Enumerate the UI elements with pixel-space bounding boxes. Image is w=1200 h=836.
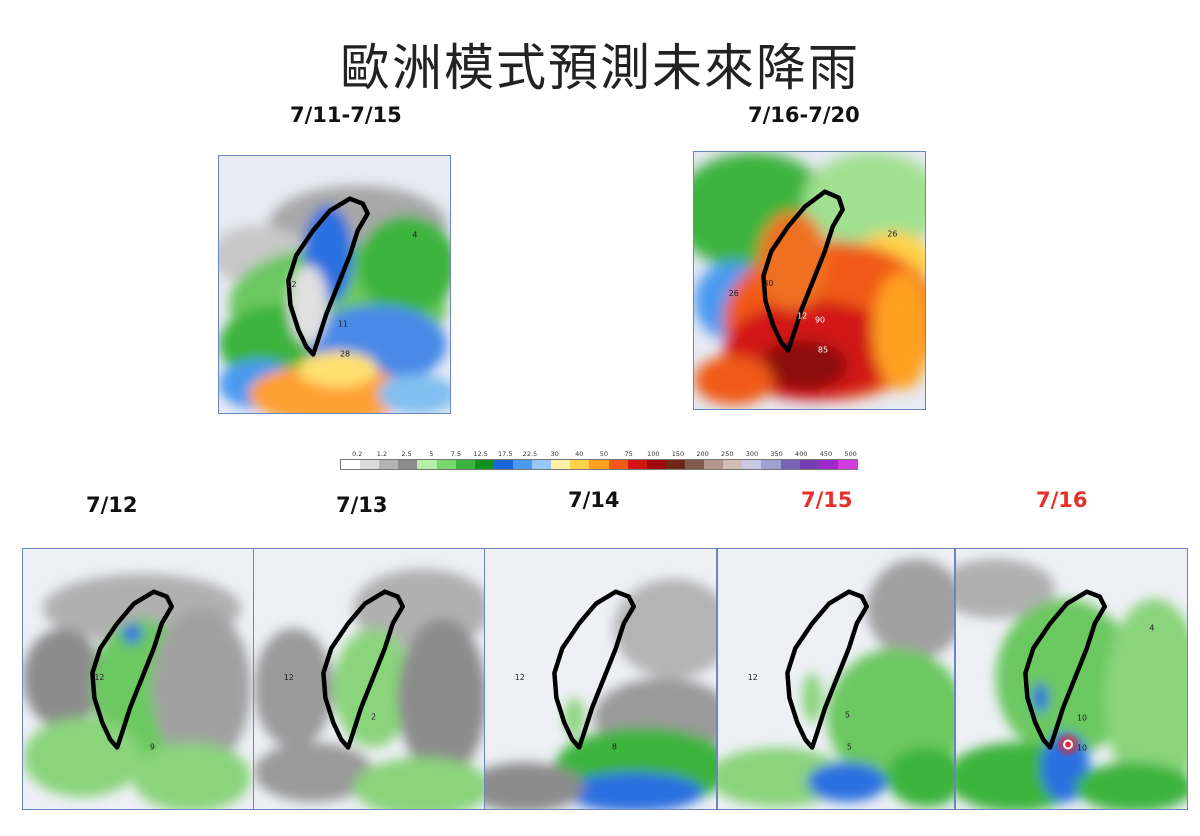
map-number: 4 <box>412 230 417 239</box>
daily-label-1: 7/12 <box>86 493 138 517</box>
scale-swatch <box>837 460 857 469</box>
daily-map-2: 12 2 <box>253 548 486 810</box>
scale-swatch <box>799 460 819 469</box>
heavy-rain-spot <box>1054 730 1082 759</box>
scale-swatch <box>742 460 762 469</box>
taiwan-outline <box>321 589 405 750</box>
map-number: 9 <box>150 742 155 751</box>
scale-tick: 400 <box>795 450 808 458</box>
map-number: 4 <box>1149 623 1154 632</box>
scale-tick: 200 <box>696 450 709 458</box>
map-number: 26 <box>729 289 739 298</box>
scale-swatch <box>589 460 609 469</box>
taiwan-outline <box>286 196 370 357</box>
daily-label-2: 7/13 <box>336 493 388 517</box>
scale-swatch <box>761 460 781 469</box>
scale-swatch <box>493 460 513 469</box>
map-number: 11 <box>338 320 348 329</box>
taiwan-outline <box>761 189 845 353</box>
scale-swatch <box>608 460 628 469</box>
scale-tick: 0.2 <box>352 450 363 458</box>
scale-swatch <box>646 460 666 469</box>
scale-tick: 22.5 <box>522 450 538 458</box>
rain-map-1: 12 4 11 28 <box>219 156 450 413</box>
map-number: 90 <box>815 316 825 325</box>
scale-swatch <box>818 460 838 469</box>
scale-tick: 17.5 <box>498 450 513 458</box>
scale-tick: 12.5 <box>473 450 488 458</box>
weekly-map-2: 26 26 30 90 85 12 <box>693 151 926 410</box>
scale-swatch <box>417 460 437 469</box>
page-title: 歐洲模式預測未來降雨 <box>340 39 860 97</box>
daily-label-3: 7/14 <box>568 488 620 512</box>
map-number: 8 <box>612 742 617 751</box>
map-number: 30 <box>763 279 773 288</box>
scale-swatch <box>780 460 800 469</box>
map-number: 12 <box>286 280 296 289</box>
scale-swatch <box>379 460 399 469</box>
scale-tick: 2.5 <box>401 450 412 458</box>
scale-swatch <box>341 460 361 469</box>
map-number: 12 <box>515 673 525 682</box>
weekly-label-1: 7/11-7/15 <box>290 103 402 127</box>
taiwan-outline <box>785 589 869 750</box>
scale-tick: 7.5 <box>450 450 462 458</box>
taiwan-outline <box>1023 589 1107 750</box>
scale-swatch <box>704 460 724 469</box>
scale-tick: 100 <box>647 450 660 458</box>
map-number: 10 <box>1077 714 1087 723</box>
scale-tick: 40 <box>575 450 584 458</box>
scale-tick: 150 <box>671 450 685 458</box>
map-number: 28 <box>340 349 350 358</box>
scale-swatch <box>360 460 380 469</box>
daily-map-5: 10 10 4 <box>955 548 1188 810</box>
scale-swatch <box>665 460 685 469</box>
scale-swatch <box>551 460 571 469</box>
scale-tick-labels: 0.2 1.2 2.5 5 7.5 12.5 17.5 22.5 30 40 50 75 100 150 2… <box>340 450 858 459</box>
scale-swatch <box>532 460 552 469</box>
map-number: 12 <box>797 312 807 321</box>
scale-tick: 30 <box>550 450 559 458</box>
weekly-label-2: 7/16-7/20 <box>748 103 860 127</box>
scale-swatch <box>570 460 590 469</box>
scale-tick: 500 <box>844 450 857 458</box>
map-number: 12 <box>94 673 104 682</box>
scale-swatch <box>455 460 475 469</box>
daily-map-4: 12 5 5 <box>717 548 955 810</box>
scale-swatch <box>474 460 494 469</box>
taiwan-outline <box>552 589 636 750</box>
map-number: 12 <box>284 673 294 682</box>
scale-tick: 5 <box>429 450 434 458</box>
scale-swatch <box>512 460 533 469</box>
scale-tick: 250 <box>721 450 734 458</box>
scale-tick: 50 <box>599 450 609 458</box>
rainfall-color-scale: 0.2 1.2 2.5 5 7.5 12.5 17.5 22.5 30 40 50 75 100 150 2… <box>340 450 858 472</box>
rain-map-2: 26 26 30 90 85 12 <box>694 152 925 409</box>
map-number: 26 <box>887 229 897 238</box>
scale-swatch <box>436 460 456 469</box>
map-number: 10 <box>1077 743 1087 752</box>
map-number: 5 <box>845 711 850 720</box>
scale-color-bar <box>340 459 858 470</box>
scale-tick: 75 <box>624 450 633 458</box>
daily-map-3: 12 8 <box>484 548 717 810</box>
scale-swatch <box>684 460 705 469</box>
daily-map-1: 12 9 <box>22 548 255 810</box>
weekly-map-1: 12 4 11 28 <box>218 155 451 414</box>
daily-label-5: 7/16 <box>1036 488 1088 512</box>
scale-tick: 1.2 <box>376 450 388 458</box>
scale-swatch <box>723 460 743 469</box>
scale-tick: 450 <box>819 450 833 458</box>
scale-swatch <box>398 460 418 469</box>
daily-label-4: 7/15 <box>801 488 853 512</box>
scale-tick: 350 <box>770 450 783 458</box>
scale-tick: 300 <box>745 450 759 458</box>
map-number: 85 <box>818 345 828 354</box>
map-number: 5 <box>847 742 852 751</box>
map-number: 12 <box>748 673 758 682</box>
taiwan-outline <box>90 589 174 750</box>
map-number: 2 <box>371 713 376 722</box>
scale-swatch <box>627 460 647 469</box>
